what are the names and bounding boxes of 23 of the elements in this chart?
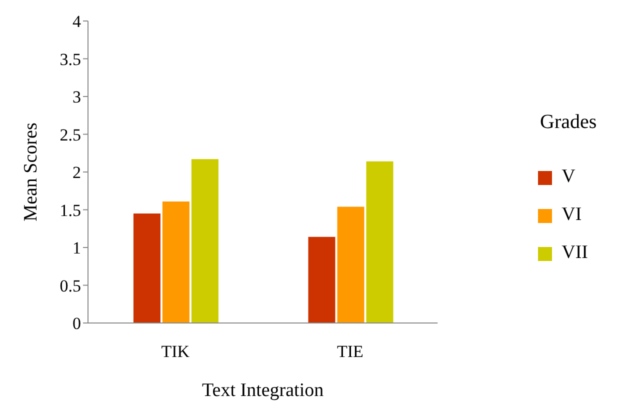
- bar: [162, 201, 190, 323]
- legend-label: VI: [562, 204, 582, 225]
- y-tick-label: 2.5: [60, 125, 81, 144]
- legend-title: Grades: [540, 111, 597, 134]
- x-axis-title: Text Integration: [202, 380, 324, 401]
- bar: [191, 159, 218, 323]
- bar: [133, 214, 160, 323]
- y-tick-label: 3: [72, 88, 81, 107]
- y-tick-label: 4: [72, 12, 82, 32]
- x-tick-label: TIK: [161, 342, 190, 362]
- y-tick-label: 0.5: [60, 276, 81, 296]
- bar: [337, 206, 364, 323]
- y-tick-label: 1.5: [60, 200, 81, 220]
- legend-label: VII: [562, 242, 588, 263]
- legend-label: V: [562, 166, 576, 187]
- y-tick-label: 1: [72, 238, 81, 258]
- bar: [308, 236, 336, 323]
- bar: [366, 161, 394, 323]
- x-tick-label: TIE: [336, 342, 364, 362]
- y-tick-label: 2: [72, 163, 81, 182]
- y-tick-label: 3.5: [60, 50, 81, 69]
- y-axis-title: Mean Scores: [20, 122, 42, 222]
- y-tick-label: 0: [72, 314, 81, 334]
